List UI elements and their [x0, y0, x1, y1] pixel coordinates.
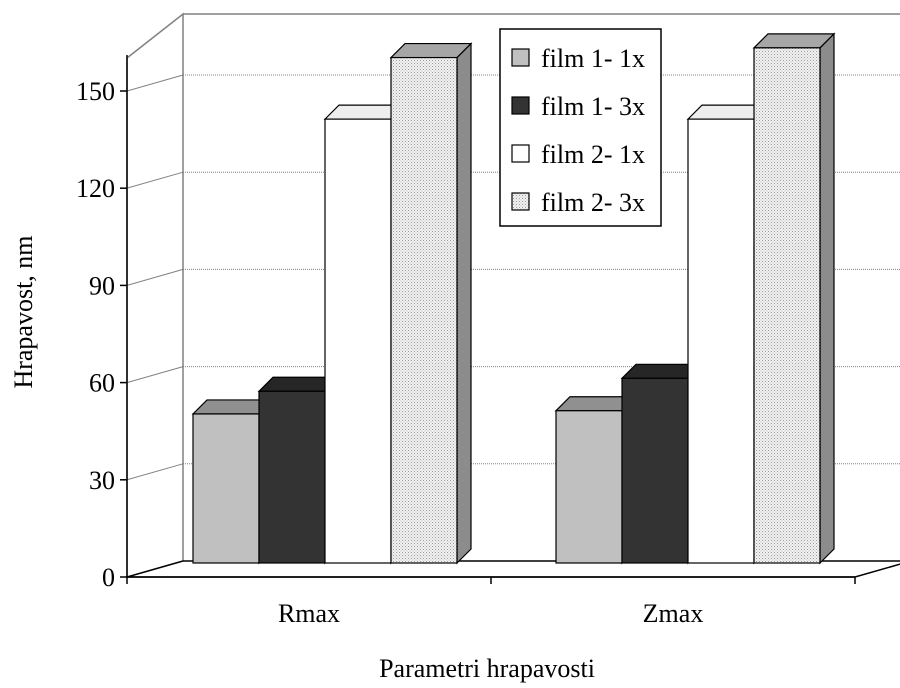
y-tick-label: 120	[76, 174, 115, 203]
bar-side	[819, 32, 835, 565]
bar-top	[389, 42, 473, 59]
bar-top	[752, 33, 836, 49]
y-axis-title: Hrapavost, nm	[9, 235, 38, 388]
bar-front	[555, 410, 623, 564]
gridline-side	[126, 268, 184, 286]
y-tick-label: 30	[89, 466, 115, 495]
legend-swatch	[511, 96, 530, 115]
legend-label: film 2- 3x	[541, 188, 645, 217]
gridline-side	[126, 463, 184, 481]
bar-zmax-series-4	[752, 32, 836, 565]
legend-item: film 2- 1x	[511, 140, 645, 169]
bar-front	[258, 390, 326, 564]
y-tick-label: 150	[76, 77, 115, 106]
x-tick-label: Zmax	[643, 599, 704, 628]
legend: film 1- 1x film 1- 3x film 2- 1x film 2- 3x	[499, 28, 662, 227]
bar-front	[753, 47, 821, 564]
gridline-side	[126, 171, 184, 189]
bar-front	[621, 377, 689, 564]
legend-label: film 1- 3x	[541, 92, 645, 121]
legend-label: film 2- 1x	[541, 140, 645, 169]
y-tick-label: 60	[89, 369, 115, 398]
legend-swatch	[511, 48, 530, 67]
chart-walls	[126, 12, 900, 578]
y-tick-label: 0	[102, 563, 115, 592]
y-axis-ticks: 0 30 60 90 120 150	[76, 77, 127, 592]
bar-front	[687, 118, 755, 564]
legend-swatch	[511, 192, 530, 211]
y-tick-label: 90	[89, 271, 115, 300]
bar-side	[456, 42, 472, 565]
legend-item: film 1- 1x	[511, 44, 645, 73]
gridline-side	[126, 74, 184, 92]
bar-front	[390, 56, 458, 564]
bar-front	[324, 118, 392, 564]
x-axis-title: Parametri hrapavosti	[379, 654, 595, 683]
bar-front	[192, 413, 260, 564]
legend-item: film 1- 3x	[511, 92, 645, 121]
x-axis-ticks: Rmax Zmax	[126, 577, 856, 628]
bar-rmax-series-4	[389, 42, 473, 565]
gridline-side	[126, 366, 184, 384]
legend-item: film 2- 3x	[511, 188, 645, 217]
bars	[191, 32, 836, 565]
x-tick-label: Rmax	[278, 599, 340, 628]
legend-swatch	[511, 144, 530, 163]
side-wall	[126, 12, 184, 578]
legend-label: film 1- 1x	[541, 44, 645, 73]
